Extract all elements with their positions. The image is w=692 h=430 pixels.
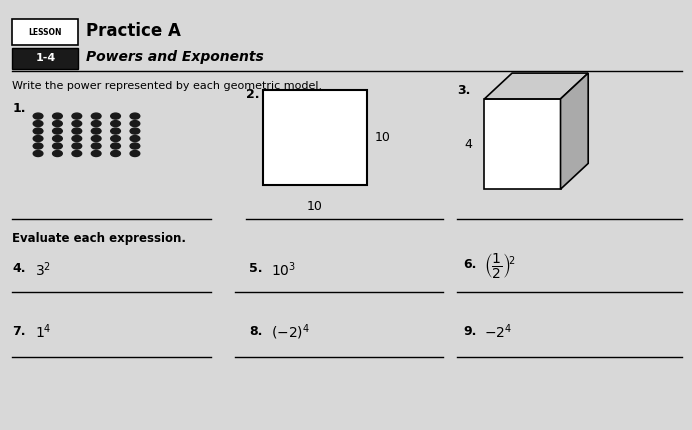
Text: 8.: 8. — [249, 325, 262, 338]
Text: 2.: 2. — [246, 88, 260, 101]
Circle shape — [33, 143, 43, 149]
Circle shape — [33, 135, 43, 141]
Text: 6.: 6. — [464, 258, 477, 271]
Circle shape — [91, 135, 101, 141]
Circle shape — [130, 143, 140, 149]
Bar — [12, 19, 78, 45]
Circle shape — [111, 135, 120, 141]
Text: Evaluate each expression.: Evaluate each expression. — [12, 232, 186, 245]
Circle shape — [91, 120, 101, 126]
Text: 1.: 1. — [12, 102, 26, 115]
Text: $3^2$: $3^2$ — [35, 260, 51, 279]
Circle shape — [33, 120, 43, 126]
Circle shape — [130, 135, 140, 141]
Polygon shape — [561, 73, 588, 189]
Circle shape — [130, 150, 140, 157]
Circle shape — [111, 128, 120, 134]
Circle shape — [130, 120, 140, 126]
Text: 1-4: 1-4 — [35, 53, 55, 64]
Polygon shape — [484, 73, 588, 99]
Circle shape — [72, 128, 82, 134]
Circle shape — [53, 113, 62, 119]
Text: Practice A: Practice A — [86, 22, 181, 40]
Text: 4: 4 — [464, 138, 472, 150]
Circle shape — [72, 143, 82, 149]
Text: $-2^4$: $-2^4$ — [484, 322, 513, 341]
Text: Write the power represented by each geometric model.: Write the power represented by each geom… — [12, 81, 322, 91]
Text: 9.: 9. — [464, 325, 477, 338]
Text: 5.: 5. — [249, 262, 263, 275]
Circle shape — [91, 128, 101, 134]
Text: $1^4$: $1^4$ — [35, 322, 51, 341]
Bar — [12, 48, 78, 69]
Circle shape — [72, 150, 82, 157]
Text: $\left(\dfrac{1}{2}\right)^{\!2}$: $\left(\dfrac{1}{2}\right)^{\!2}$ — [484, 251, 516, 280]
Text: 3.: 3. — [457, 84, 470, 97]
Circle shape — [91, 113, 101, 119]
Circle shape — [53, 143, 62, 149]
Circle shape — [53, 135, 62, 141]
Bar — [263, 90, 367, 185]
Text: 4.: 4. — [12, 262, 26, 275]
Text: LESSON: LESSON — [28, 28, 62, 37]
Circle shape — [53, 128, 62, 134]
Text: 10: 10 — [307, 200, 322, 213]
Circle shape — [53, 150, 62, 157]
Text: $10^3$: $10^3$ — [271, 260, 296, 279]
Circle shape — [111, 143, 120, 149]
Circle shape — [111, 120, 120, 126]
Circle shape — [111, 150, 120, 157]
Text: 7.: 7. — [12, 325, 26, 338]
Circle shape — [91, 143, 101, 149]
Bar — [484, 99, 561, 189]
Circle shape — [53, 120, 62, 126]
Circle shape — [111, 113, 120, 119]
Circle shape — [33, 150, 43, 157]
Circle shape — [130, 113, 140, 119]
Circle shape — [130, 128, 140, 134]
Text: 10: 10 — [375, 131, 391, 144]
Text: Powers and Exponents: Powers and Exponents — [86, 50, 264, 64]
Circle shape — [72, 113, 82, 119]
Circle shape — [72, 120, 82, 126]
Text: $(-2)^4$: $(-2)^4$ — [271, 322, 310, 342]
Circle shape — [72, 135, 82, 141]
Circle shape — [33, 128, 43, 134]
Circle shape — [33, 113, 43, 119]
Circle shape — [91, 150, 101, 157]
